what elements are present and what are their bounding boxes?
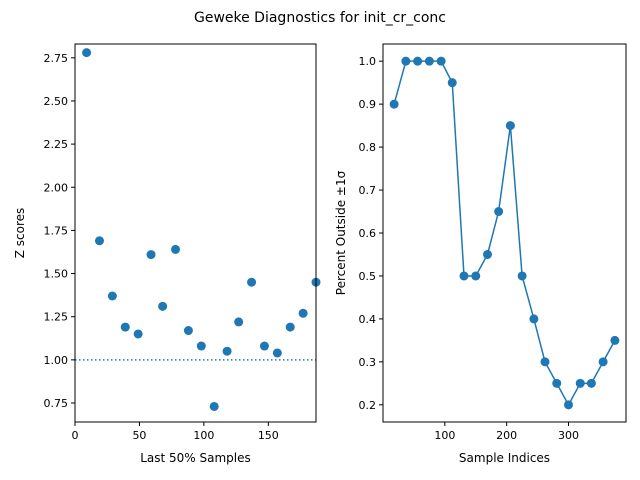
percent-outside-x-label: Sample Indices <box>459 451 550 465</box>
y-tick-label: 2.75 <box>44 52 69 65</box>
data-point <box>120 322 130 332</box>
data-point <box>183 326 193 336</box>
y-tick-label: 2.25 <box>44 138 69 151</box>
data-point <box>171 244 181 254</box>
data-point <box>247 277 257 287</box>
data-point <box>563 400 573 410</box>
data-point <box>285 322 295 332</box>
percent-outside-axes-frame <box>382 43 627 423</box>
data-point <box>540 357 550 367</box>
data-point <box>436 56 446 66</box>
z-score-points <box>82 48 321 411</box>
figure-title: Geweke Diagnostics for init_cr_conc <box>194 10 446 26</box>
percent-outside-y-label: Percent Outside ±1σ <box>334 170 348 295</box>
data-point <box>389 99 399 109</box>
percent-outside-panel: 100 200 300 0.2 0.3 0.4 0.5 0.6 0.7 0.8 0.9 1.0 Sam… <box>334 43 627 465</box>
y-tick-label: 0.6 <box>359 227 377 240</box>
y-tick-label: 0.3 <box>359 356 377 369</box>
data-point <box>505 121 515 131</box>
data-point <box>259 341 269 351</box>
data-point <box>586 378 596 388</box>
y-tick-label: 0.8 <box>359 141 377 154</box>
y-tick-label: 0.2 <box>359 399 377 412</box>
y-tick-label: 1.0 <box>359 55 377 68</box>
data-point <box>158 301 168 311</box>
data-point <box>272 348 282 358</box>
data-point <box>196 341 206 351</box>
data-point <box>424 56 434 66</box>
data-point <box>82 48 92 58</box>
x-tick-label: 0 <box>72 429 79 442</box>
x-tick-label: 100 <box>434 429 455 442</box>
data-point <box>413 56 423 66</box>
percent-outside-ticks: 100 200 300 0.2 0.3 0.4 0.5 0.6 0.7 0.8 0.9 1.0 <box>359 55 579 442</box>
data-point <box>209 401 219 411</box>
x-tick-label: 200 <box>496 429 517 442</box>
data-point <box>610 335 620 345</box>
y-tick-label: 0.75 <box>44 397 69 410</box>
x-tick-label: 50 <box>132 429 146 442</box>
data-point <box>222 346 232 356</box>
data-point <box>146 250 156 260</box>
data-point <box>552 378 562 388</box>
z-score-axes-frame <box>74 43 317 423</box>
data-point <box>298 308 308 318</box>
x-tick-label: 300 <box>558 429 579 442</box>
x-tick-label: 100 <box>193 429 214 442</box>
y-tick-label: 2.50 <box>44 95 69 108</box>
y-tick-label: 0.5 <box>359 270 377 283</box>
data-point <box>575 378 585 388</box>
data-point <box>482 249 492 259</box>
y-tick-label: 1.75 <box>44 224 69 237</box>
y-tick-label: 1.25 <box>44 311 69 324</box>
y-tick-label: 2.00 <box>44 181 69 194</box>
x-tick-label: 150 <box>258 429 279 442</box>
y-tick-label: 0.4 <box>359 313 377 326</box>
data-point <box>459 271 469 281</box>
data-point <box>517 271 527 281</box>
y-tick-label: 1.00 <box>44 354 69 367</box>
data-point <box>107 291 117 301</box>
y-tick-label: 1.50 <box>44 268 69 281</box>
data-point <box>447 78 457 88</box>
data-point <box>494 207 504 217</box>
z-score-panel: 0 50 100 150 0.75 1.00 1.25 1.50 1.75 2.00 2.25 2.5… <box>13 43 321 465</box>
z-score-ticks: 0 50 100 150 0.75 1.00 1.25 1.50 1.75 2.00 2.25 2.5… <box>44 52 279 442</box>
data-point <box>598 357 608 367</box>
data-point <box>401 56 411 66</box>
y-tick-label: 0.9 <box>359 98 377 111</box>
data-point <box>471 271 481 281</box>
z-score-x-label: Last 50% Samples <box>140 451 251 465</box>
y-tick-label: 0.7 <box>359 184 377 197</box>
percent-outside-series <box>389 56 620 410</box>
z-score-y-label: Z scores <box>13 208 27 259</box>
data-point <box>234 317 244 327</box>
data-point <box>94 236 104 246</box>
data-point <box>529 314 539 324</box>
data-point <box>133 329 143 339</box>
